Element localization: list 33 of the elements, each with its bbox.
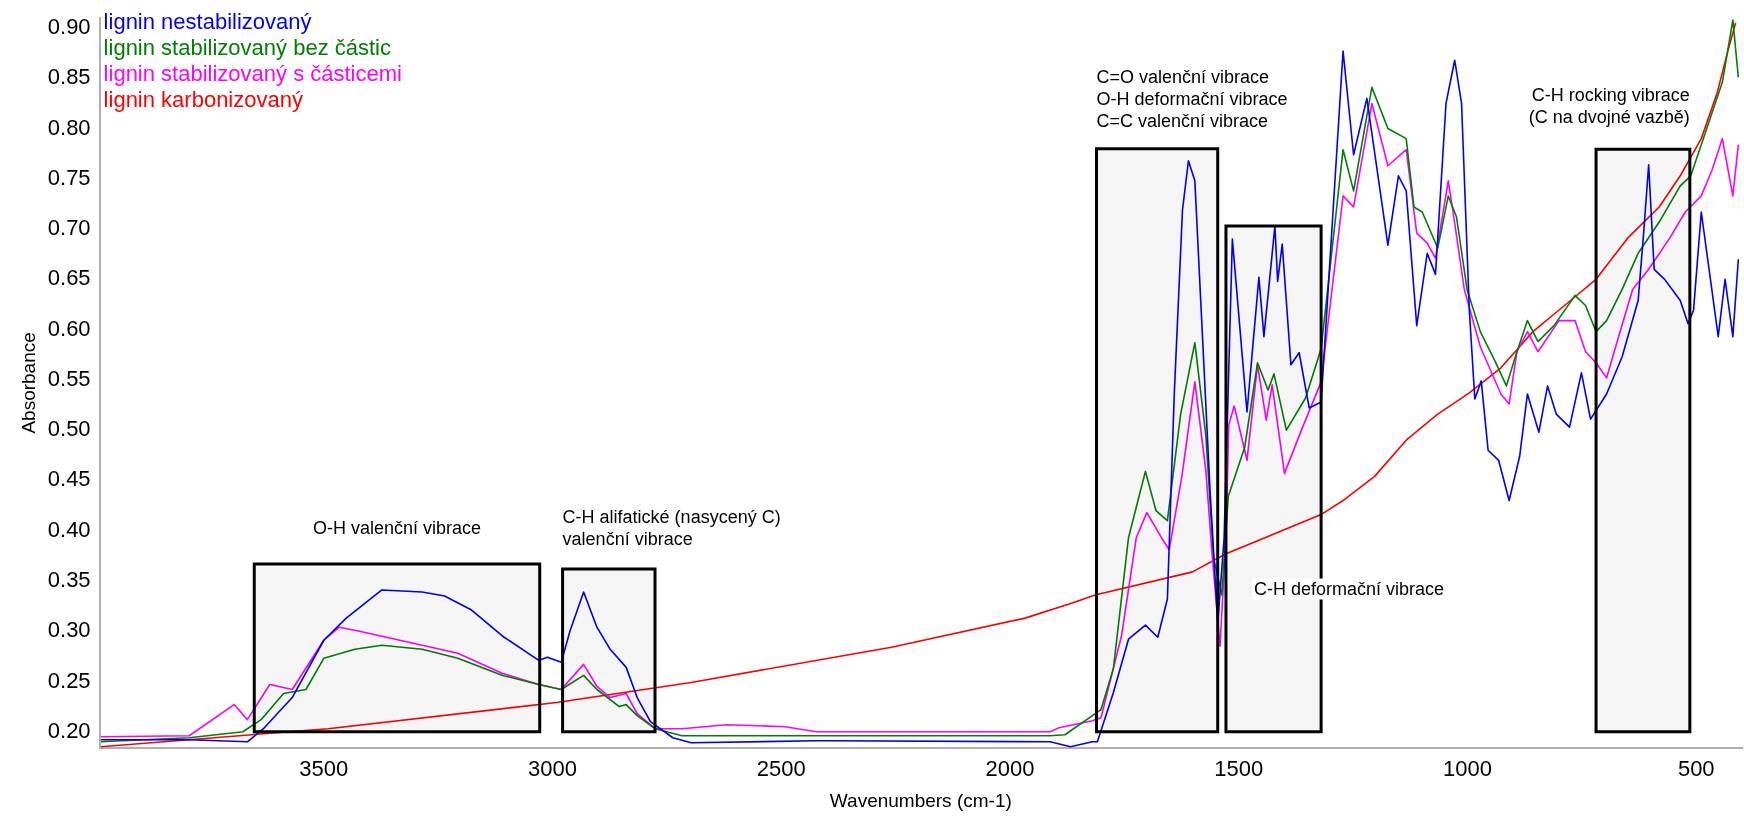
band-label: C=O valenční vibrace O-H deformační vibrace C=C valenční vibrace [1096,66,1288,131]
x-axis-title: Wavenumbers (cm-1) [829,789,1012,811]
y-tick-label: 0.25 [47,667,91,693]
y-tick-label: 0.55 [47,365,91,391]
band-label: O-H valenční vibrace [312,517,482,538]
x-tick-label: 3000 [528,756,578,782]
y-tick-label: 0.85 [47,64,91,90]
y-tick-label: 0.60 [47,315,91,341]
y-tick-label: 0.50 [47,416,91,442]
text: lignin stabilizovaný bez částic [103,35,391,61]
y-tick-label: 0.35 [47,566,91,592]
x-tick-label: 1000 [1443,756,1492,782]
band-label: C-H deformační vibrace [1253,578,1445,599]
y-tick-label: 0.30 [47,617,91,643]
text: lignin nestabilizovaný [103,9,312,35]
y-tick-label: 0.80 [47,114,91,140]
y-tick-label: 0.70 [47,215,91,241]
band-label: C-H alifatické (nasycený C) valenční vibrace [562,507,781,549]
band-label: C-H rocking vibrace (C na dvojné vazbě) [1528,85,1690,128]
y-tick-label: 0.45 [47,466,91,492]
y-tick-label: 0.40 [47,516,91,542]
x-tick-label: 500 [1677,756,1715,782]
y-tick-label: 0.20 [47,717,91,743]
text: lignin stabilizovaný s částicemi [103,61,402,87]
y-axis-title: Absorbance [17,332,39,434]
text: lignin karbonizovaný [103,87,303,113]
y-tick-label: 0.65 [47,265,91,291]
x-tick-label: 1500 [1214,756,1264,782]
x-tick-label: 3500 [299,756,349,782]
y-tick-label: 0.75 [47,164,91,190]
x-tick-label: 2500 [756,756,806,782]
x-tick-label: 2000 [985,756,1035,782]
y-tick-label: 0.90 [47,14,91,40]
